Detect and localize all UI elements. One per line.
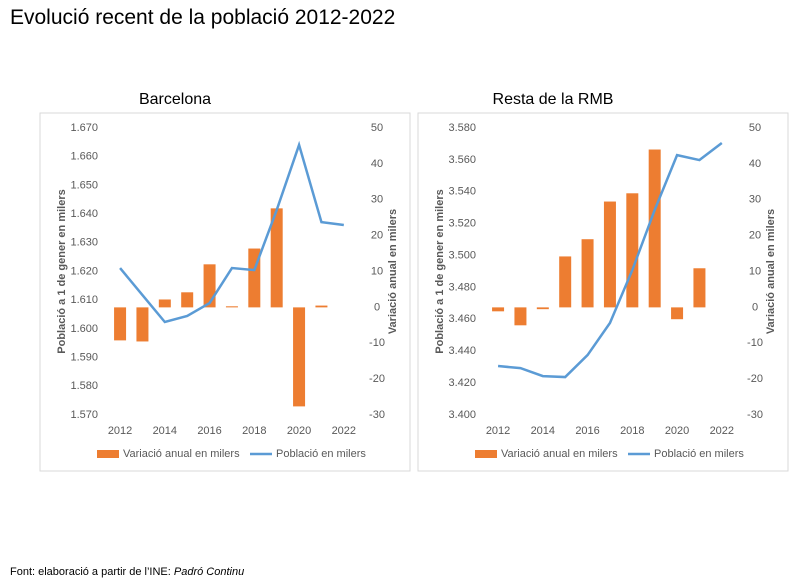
y-tick-label: 3.480 <box>448 281 476 293</box>
y2-tick-label: 20 <box>749 230 761 242</box>
x-tick-label: 2016 <box>197 425 221 437</box>
y-tick-label: 1.650 <box>70 179 98 191</box>
line <box>497 141 723 379</box>
y-tick-label: 3.520 <box>448 218 476 230</box>
y-tick-label: 1.610 <box>70 294 98 306</box>
y-tick-label: 1.570 <box>70 409 98 421</box>
x-tick-label: 2020 <box>287 425 311 437</box>
y2-axis-title: Variació anual en milers <box>765 209 777 334</box>
bar <box>514 307 527 326</box>
bar <box>114 307 127 341</box>
y-tick-label: 1.640 <box>70 208 98 220</box>
y2-tick-label: -20 <box>747 373 763 385</box>
bar <box>293 307 306 407</box>
source-emphasis: Padró Continu <box>173 566 245 578</box>
y-tick-label: 3.540 <box>448 186 476 198</box>
chart-title: Resta de la RMB <box>493 91 614 108</box>
chart-panel: Barcelona 1.570 1.580 1.590 1.600 1.610 1.620 1… <box>39 91 411 472</box>
bar <box>536 307 549 310</box>
chart-panel: Resta de la RMB 3.400 3.420 3.440 3.460 3.480… <box>417 91 789 472</box>
bar <box>315 305 328 308</box>
bar <box>671 307 684 320</box>
y-tick-label: 3.580 <box>448 122 476 134</box>
y2-tick-label: 10 <box>371 265 383 277</box>
y-tick-label: 1.600 <box>70 323 98 335</box>
legend-swatch <box>475 450 497 458</box>
source-text: Font: elaboració a partir de l’INE: <box>10 566 171 578</box>
bar <box>181 292 194 308</box>
line <box>119 140 344 324</box>
y-tick-label: 1.660 <box>70 151 98 163</box>
bar <box>492 307 505 312</box>
x-tick-label: 2018 <box>620 425 644 437</box>
legend-label: Variació anual en milers <box>123 448 240 460</box>
x-tick-label: 2020 <box>665 425 689 437</box>
y2-tick-label: 40 <box>749 158 761 170</box>
source-note: Font: elaboració a partir de l’INE: Padr… <box>10 566 244 578</box>
y-tick-label: 1.620 <box>70 265 98 277</box>
y2-tick-label: 30 <box>749 194 761 206</box>
bar <box>559 256 572 308</box>
legend-label: Població en milers <box>276 448 366 460</box>
x-tick-label: 2012 <box>108 425 132 437</box>
y2-tick-label: -30 <box>369 409 385 421</box>
bar <box>693 268 706 308</box>
y2-tick-label: 0 <box>374 301 380 313</box>
y-tick-label: 1.580 <box>70 380 98 392</box>
y2-tick-label: 40 <box>371 158 383 170</box>
bar <box>158 299 171 308</box>
y-tick-label: 3.500 <box>448 249 476 261</box>
bar <box>270 208 283 308</box>
legend-label: Variació anual en milers <box>501 448 618 460</box>
y-tick-label: 3.400 <box>448 409 476 421</box>
y-axis-title: Població a 1 de gener en milers <box>434 189 446 353</box>
y2-tick-label: 20 <box>371 230 383 242</box>
y2-tick-label: 50 <box>749 122 761 134</box>
bar <box>626 193 639 308</box>
bar <box>603 201 616 308</box>
y2-tick-label: 0 <box>752 301 758 313</box>
y2-tick-label: -20 <box>369 373 385 385</box>
y2-tick-label: -10 <box>747 337 763 349</box>
bar <box>648 149 661 308</box>
y-tick-label: 1.670 <box>70 122 98 134</box>
y-axis-title: Població a 1 de gener en milers <box>56 189 68 353</box>
legend-label: Població en milers <box>654 448 744 460</box>
x-tick-label: 2012 <box>486 425 510 437</box>
y2-tick-label: -10 <box>369 337 385 349</box>
x-tick-label: 2022 <box>332 425 356 437</box>
panel-border <box>417 112 789 472</box>
y-tick-label: 3.460 <box>448 313 476 325</box>
y-tick-label: 3.440 <box>448 345 476 357</box>
page-title: Evolució recent de la població 2012-2022 <box>10 6 396 29</box>
y2-tick-label: 30 <box>371 194 383 206</box>
bar <box>136 307 149 342</box>
y-tick-label: 1.590 <box>70 352 98 364</box>
y-tick-label: 3.560 <box>448 154 476 166</box>
bar <box>225 306 238 308</box>
y2-tick-label: 10 <box>749 265 761 277</box>
charts: Barcelona 1.570 1.580 1.590 1.600 1.610 1.620 1… <box>39 91 789 472</box>
bar <box>581 239 594 308</box>
chart-title: Barcelona <box>139 91 211 108</box>
y2-tick-label: -30 <box>747 409 763 421</box>
legend-swatch <box>97 450 119 458</box>
y-tick-label: 3.420 <box>448 377 476 389</box>
y2-axis-title: Variació anual en milers <box>387 209 399 334</box>
y-tick-label: 1.630 <box>70 237 98 249</box>
x-tick-label: 2016 <box>575 425 599 437</box>
x-tick-label: 2018 <box>242 425 266 437</box>
x-tick-label: 2014 <box>531 425 555 437</box>
panel-border <box>39 112 411 472</box>
x-tick-label: 2022 <box>710 425 734 437</box>
y2-tick-label: 50 <box>371 122 383 134</box>
x-tick-label: 2014 <box>153 425 177 437</box>
